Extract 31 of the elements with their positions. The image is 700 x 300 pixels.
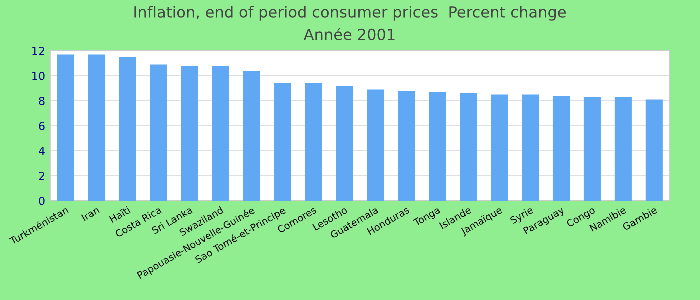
y-tick-label: 4 xyxy=(39,147,45,156)
bar xyxy=(212,66,230,201)
y-tick-label: 6 xyxy=(39,122,45,130)
bar xyxy=(57,54,74,201)
bar xyxy=(243,71,260,201)
y-tick-label: 10 xyxy=(32,72,45,80)
y-tick-label: 8 xyxy=(39,96,45,106)
bar xyxy=(88,54,106,201)
bar xyxy=(460,94,478,201)
bar xyxy=(552,96,570,201)
y-tick-label: 2 xyxy=(39,172,44,180)
bar xyxy=(336,86,354,201)
bar xyxy=(305,84,322,201)
bar xyxy=(491,94,508,201)
bar xyxy=(181,66,198,201)
bar xyxy=(584,97,601,201)
bar xyxy=(646,100,663,201)
bar xyxy=(614,97,632,201)
chart-subtitle: Année 2001 xyxy=(304,28,395,40)
bar xyxy=(150,64,168,201)
bar xyxy=(119,57,136,201)
y-tick-label: 0 xyxy=(39,196,45,206)
bar xyxy=(274,84,292,201)
bar xyxy=(522,94,540,201)
x-tick-label: Haïti xyxy=(109,206,131,224)
bar xyxy=(367,90,384,201)
x-tick-label: Iran xyxy=(81,206,100,222)
bar xyxy=(429,92,446,201)
y-tick-label: 12 xyxy=(32,46,44,56)
bar xyxy=(398,91,416,201)
chart-title: Inflation, end of period consumer prices Percent change xyxy=(134,6,566,21)
